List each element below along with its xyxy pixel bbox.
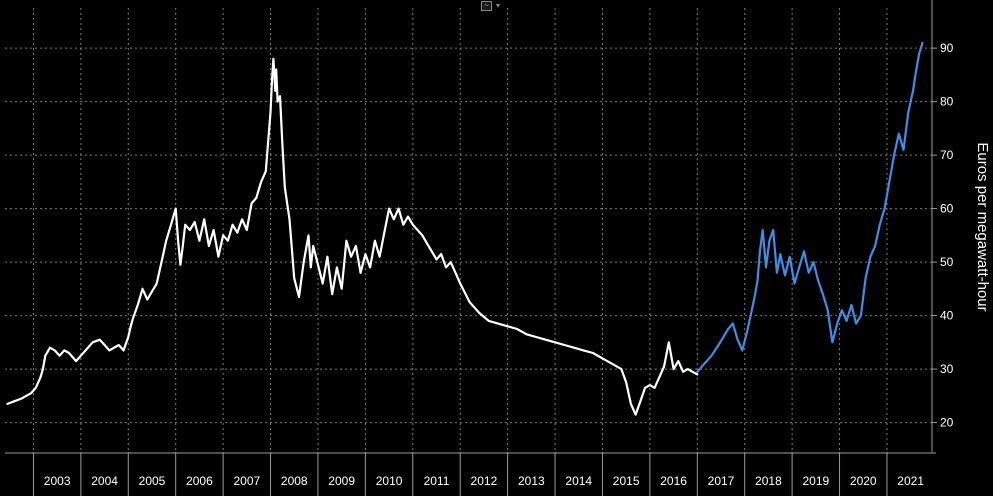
y-tick-label: 80 xyxy=(940,95,954,109)
x-tick-label: 2017 xyxy=(708,474,735,488)
y-tick-label: 70 xyxy=(940,148,954,162)
y-tick-label: 60 xyxy=(940,202,954,216)
y-axis-title: Euros per megawatt-hour xyxy=(974,142,991,311)
chart-menu-icon[interactable]: ~ xyxy=(481,1,492,11)
x-tick-label: 2013 xyxy=(518,474,545,488)
series-layer xyxy=(6,41,924,416)
series-line-history xyxy=(6,57,699,416)
x-tick-label: 2016 xyxy=(660,474,687,488)
x-tick-labels: 2003 2004 2005 2006 2007 2008 2009 2010 2011 2012… xyxy=(44,474,925,488)
x-tick-label: 2012 xyxy=(471,474,498,488)
y-tick-label: 50 xyxy=(940,255,954,269)
y-tick-label: 90 xyxy=(940,41,954,55)
y-tick-label: 40 xyxy=(940,309,954,323)
x-tick-label: 2010 xyxy=(376,474,403,488)
y-tick-label: 20 xyxy=(940,416,954,430)
x-tick-label: 2004 xyxy=(91,474,118,488)
x-tick-label: 2003 xyxy=(44,474,71,488)
x-tick-label: 2007 xyxy=(233,474,260,488)
grid-layer xyxy=(5,8,932,452)
x-tick-label: 2011 xyxy=(424,474,450,488)
x-tick-label: 2006 xyxy=(186,474,213,488)
x-tick-label: 2014 xyxy=(565,474,592,488)
chevron-down-icon[interactable]: ▾ xyxy=(496,1,501,10)
chart-toolbar[interactable]: ~ ▾ xyxy=(481,0,509,12)
x-tick-label: 2008 xyxy=(281,474,308,488)
y-tick-label: 30 xyxy=(940,362,954,376)
x-tick-label: 2018 xyxy=(755,474,782,488)
x-tick-label: 2015 xyxy=(613,474,640,488)
x-tick-label: 2020 xyxy=(850,474,877,488)
x-tick-label: 2005 xyxy=(139,474,166,488)
series-line-recent xyxy=(696,41,924,373)
y-tick-labels: 20 30 40 50 60 70 80 90 xyxy=(940,41,954,429)
x-tick-label: 2021 xyxy=(897,474,924,488)
x-tick-label: 2019 xyxy=(802,474,829,488)
axis-frame xyxy=(5,0,937,496)
x-tick-label: 2009 xyxy=(328,474,355,488)
